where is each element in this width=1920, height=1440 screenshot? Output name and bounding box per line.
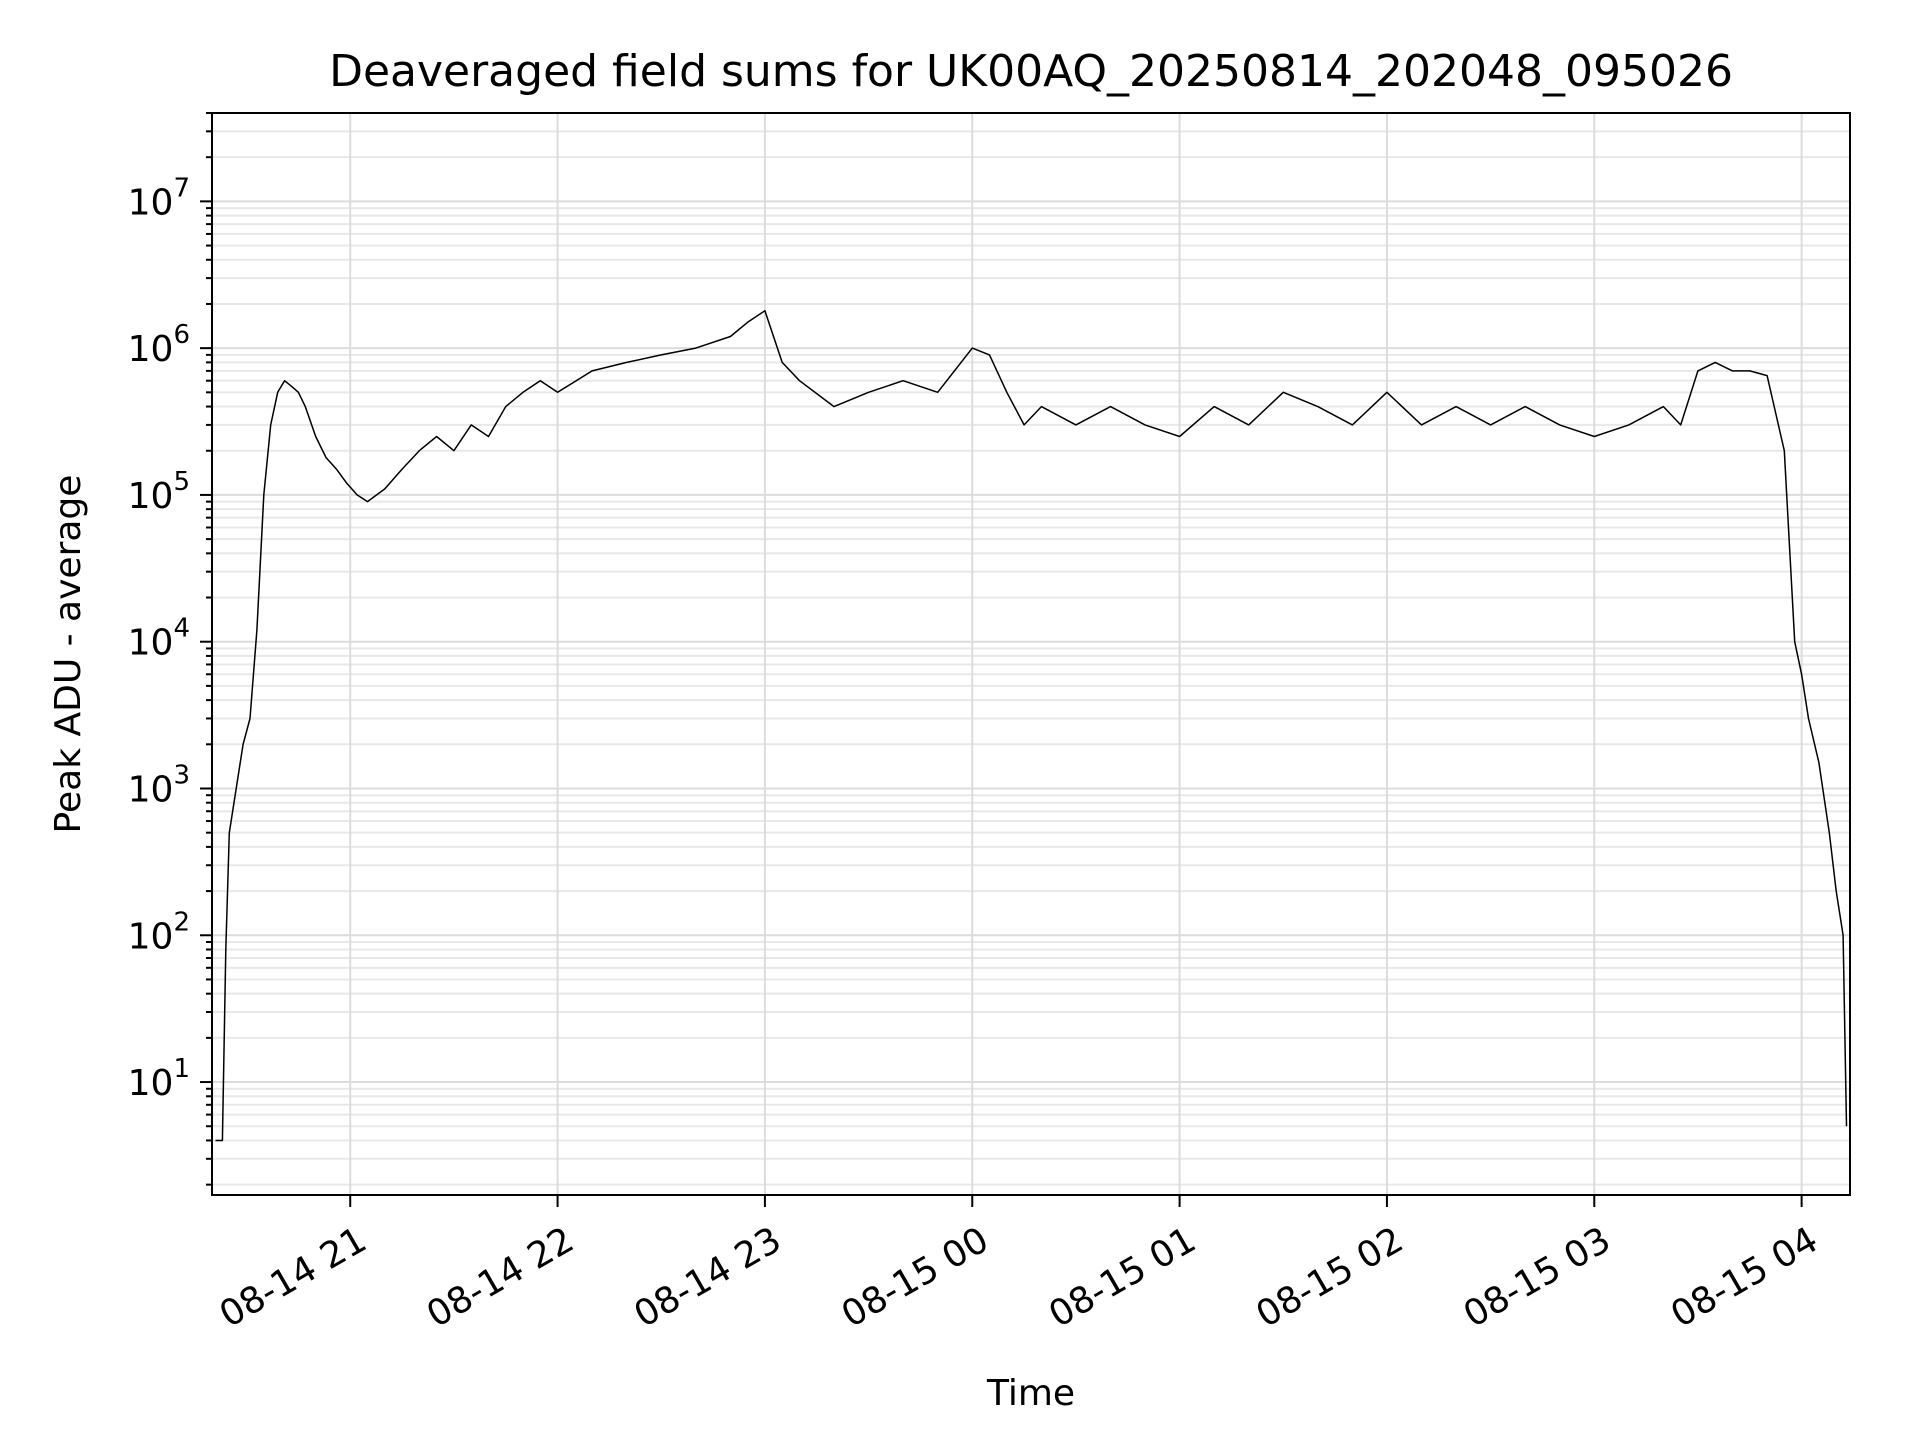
minor-gridlines [212,112,1850,1186]
x-axis-ticks: 08-14 21 08-14 22 08-14 23 08-15 00 08-15 01… [213,1195,1825,1336]
series-layer [215,309,1848,1142]
y-tick-label: 104 [128,614,190,664]
y-tick-label: 102 [128,907,190,957]
x-tick-label: 08-14 22 [420,1219,581,1335]
chart-title: Deaveraged field sums for UK00AQ_2025081… [329,46,1733,97]
x-tick-label: 08-15 00 [835,1219,996,1335]
x-tick-label: 08-15 03 [1457,1219,1618,1335]
x-tick-label: 08-14 21 [213,1219,374,1335]
x-axis-label: Time [986,1373,1075,1414]
y-axis-ticks: 101 102 103 104 105 106 107 [128,112,212,1186]
x-tick-label: 08-15 02 [1250,1219,1411,1335]
plot-frame [211,112,1851,1196]
y-tick-label: 107 [128,173,190,223]
series-line [215,309,1848,1142]
major-gridlines [212,113,1850,1195]
y-axis-label: Peak ADU - average [48,475,89,834]
x-tick-label: 08-15 04 [1664,1219,1825,1335]
y-tick-label: 105 [128,467,190,517]
y-tick-label: 101 [128,1054,190,1104]
x-tick-label: 08-14 23 [628,1219,789,1335]
x-tick-label: 08-15 01 [1042,1219,1203,1335]
y-tick-label: 103 [128,760,190,810]
y-tick-label: 106 [128,320,190,370]
